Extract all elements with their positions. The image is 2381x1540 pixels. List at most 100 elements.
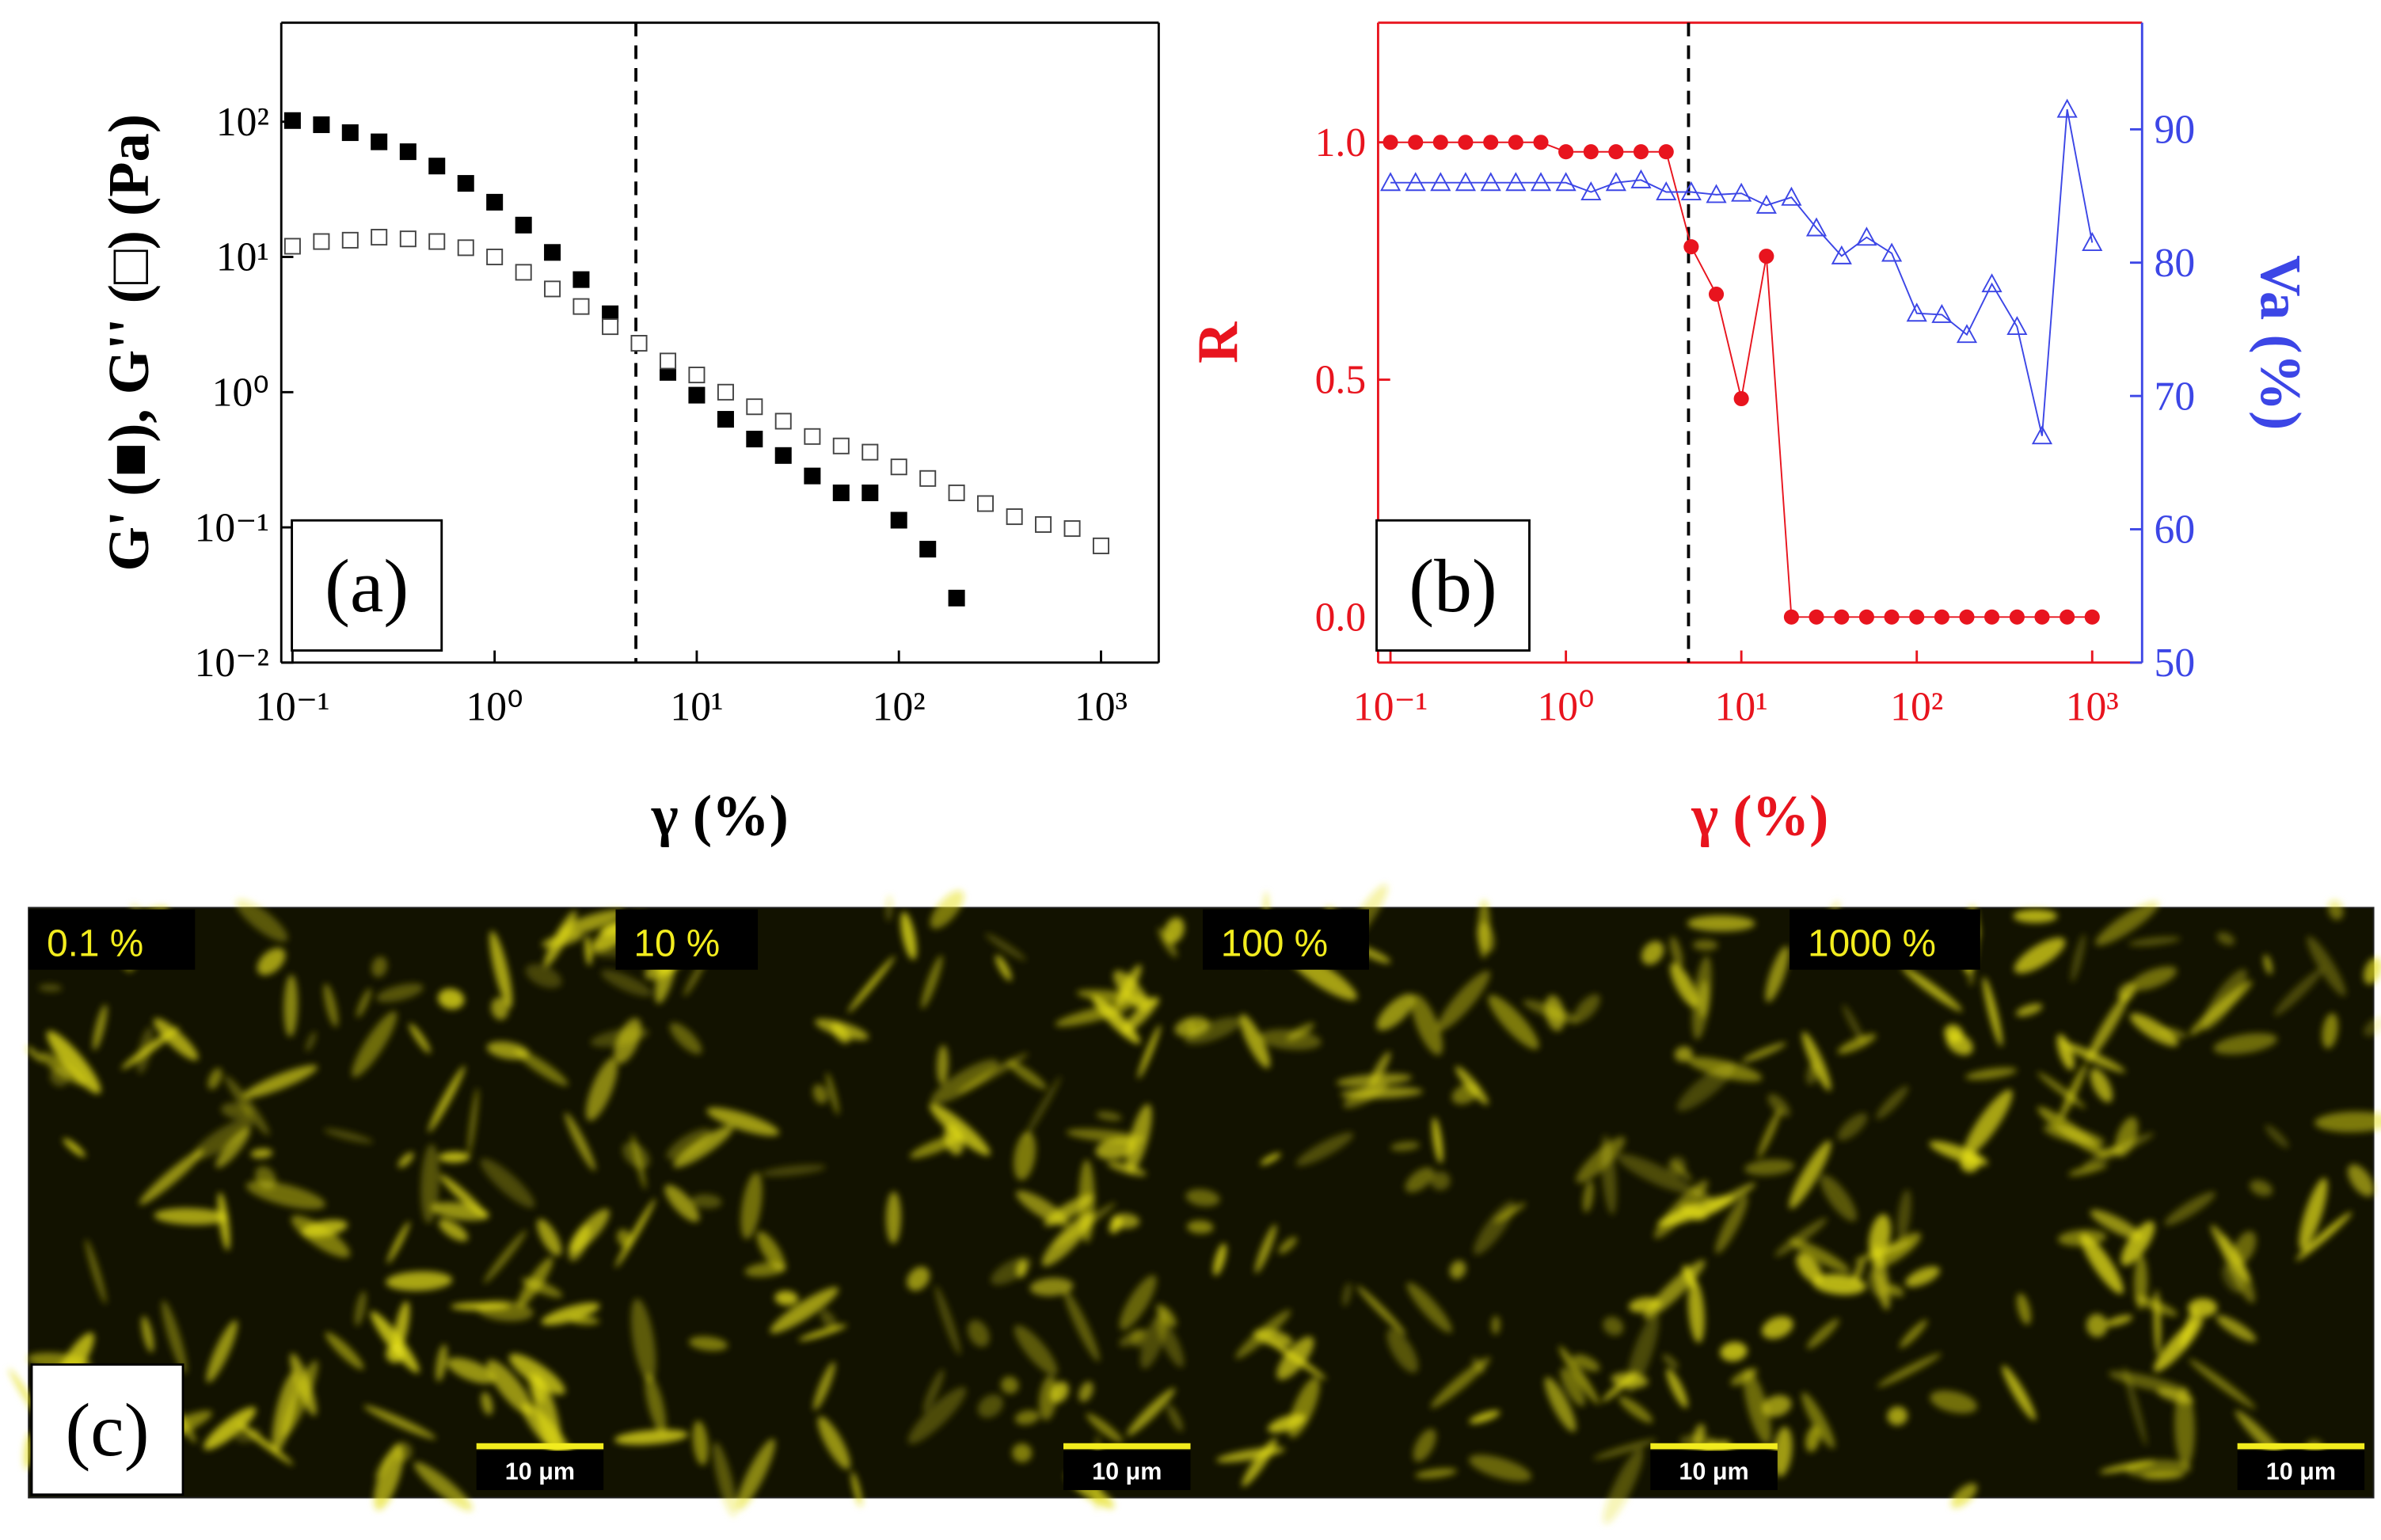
marker	[890, 511, 907, 529]
fibril	[614, 1017, 641, 1064]
marker	[341, 231, 359, 249]
fibril	[977, 1394, 1003, 1418]
fibril	[323, 983, 339, 1028]
fibril	[885, 1191, 901, 1244]
fibril	[2086, 1314, 2108, 1337]
fibril	[1930, 1390, 1978, 1414]
marker	[1405, 172, 1426, 192]
fibril	[1837, 1033, 1877, 1054]
fibril	[154, 1207, 228, 1226]
fibril	[1295, 1132, 1354, 1166]
marker	[861, 443, 879, 461]
fibril	[1164, 917, 1185, 944]
marker	[948, 589, 965, 606]
fibril	[614, 1198, 656, 1268]
fibril	[1806, 1318, 1839, 1349]
fibril	[451, 1302, 512, 1311]
fibril	[1965, 1067, 2018, 1080]
fibril	[569, 1224, 591, 1261]
fibril	[1558, 1345, 1599, 1405]
panel-label-box	[30, 1363, 184, 1496]
fibril	[2265, 1124, 2289, 1148]
marker	[1558, 144, 1574, 160]
fibril	[438, 988, 465, 1010]
fibril	[815, 1018, 869, 1040]
fibril	[756, 1231, 785, 1272]
fibril	[930, 1059, 998, 1105]
fibril	[352, 1011, 397, 1078]
fibril	[1386, 1329, 1419, 1373]
fibril	[1437, 970, 1490, 1032]
fibril	[706, 1107, 780, 1136]
marker	[861, 484, 879, 501]
fibril	[2153, 1317, 2204, 1372]
fibril	[1560, 1367, 1585, 1407]
fibril	[386, 1344, 405, 1363]
y-tick-label: 10⁻²	[195, 641, 269, 686]
fibril	[153, 1017, 199, 1061]
fibril	[995, 954, 1012, 981]
fibril	[1012, 1443, 1033, 1462]
fibril	[2314, 1111, 2381, 1133]
fibril	[1774, 1218, 1828, 1257]
marker	[572, 271, 590, 288]
fibril	[2189, 980, 2253, 1036]
fibril	[1119, 1275, 1157, 1330]
fibril	[631, 1133, 646, 1190]
fibril	[1213, 1243, 1227, 1276]
fibril	[601, 969, 652, 997]
fibril	[224, 1075, 270, 1136]
micrograph-label-box	[1790, 909, 1980, 970]
marker	[341, 124, 359, 142]
fibril	[1414, 1468, 1458, 1479]
fibril	[929, 1103, 991, 1156]
fibril	[1905, 1266, 1940, 1287]
fibril	[283, 974, 299, 1037]
micrograph-label: 10 %	[633, 923, 720, 965]
fibril	[1573, 1354, 1600, 1372]
fibril	[2016, 1293, 2031, 1325]
marker	[1706, 184, 1727, 203]
fibril	[221, 1102, 253, 1120]
fibril	[1617, 1154, 1691, 1193]
fibril	[1582, 1180, 1594, 1213]
fibril	[2153, 1289, 2162, 1356]
marker	[688, 386, 706, 404]
fibril	[850, 1471, 862, 1507]
fibril	[817, 1416, 850, 1470]
marker	[1934, 609, 1949, 625]
fibril	[1158, 927, 1177, 958]
marker	[1656, 181, 1677, 201]
fibril	[713, 1442, 737, 1517]
x-tick-label: 10²	[873, 684, 926, 729]
fibril	[1014, 1131, 1036, 1181]
fibril	[1801, 1392, 1835, 1449]
fibril	[1185, 1017, 1242, 1044]
fibril	[2141, 1471, 2185, 1480]
fibril	[2273, 968, 2323, 1016]
fibril	[1692, 939, 1718, 951]
marker	[486, 249, 504, 266]
marker	[1379, 172, 1402, 192]
fibril	[430, 1202, 489, 1221]
marker	[2009, 609, 2025, 625]
micrograph-label-box	[615, 909, 759, 970]
fibril	[1767, 1093, 1790, 1117]
panel-label-box	[291, 519, 443, 652]
fibril	[2129, 966, 2178, 991]
marker	[515, 216, 532, 234]
fibril	[1693, 1424, 1706, 1447]
fibril	[491, 997, 509, 1020]
fibril	[985, 933, 1026, 961]
marker	[1455, 172, 1476, 192]
fibril	[934, 1285, 961, 1356]
fibril	[937, 1044, 949, 1085]
fibril	[1762, 1395, 1792, 1417]
fibril	[1376, 994, 1415, 1031]
fibril	[1258, 1029, 1322, 1050]
scale-bar-label: 10 μm	[1679, 1458, 1748, 1485]
fibril	[558, 909, 625, 936]
fibril	[541, 1302, 600, 1325]
fibril	[1765, 945, 1790, 1002]
